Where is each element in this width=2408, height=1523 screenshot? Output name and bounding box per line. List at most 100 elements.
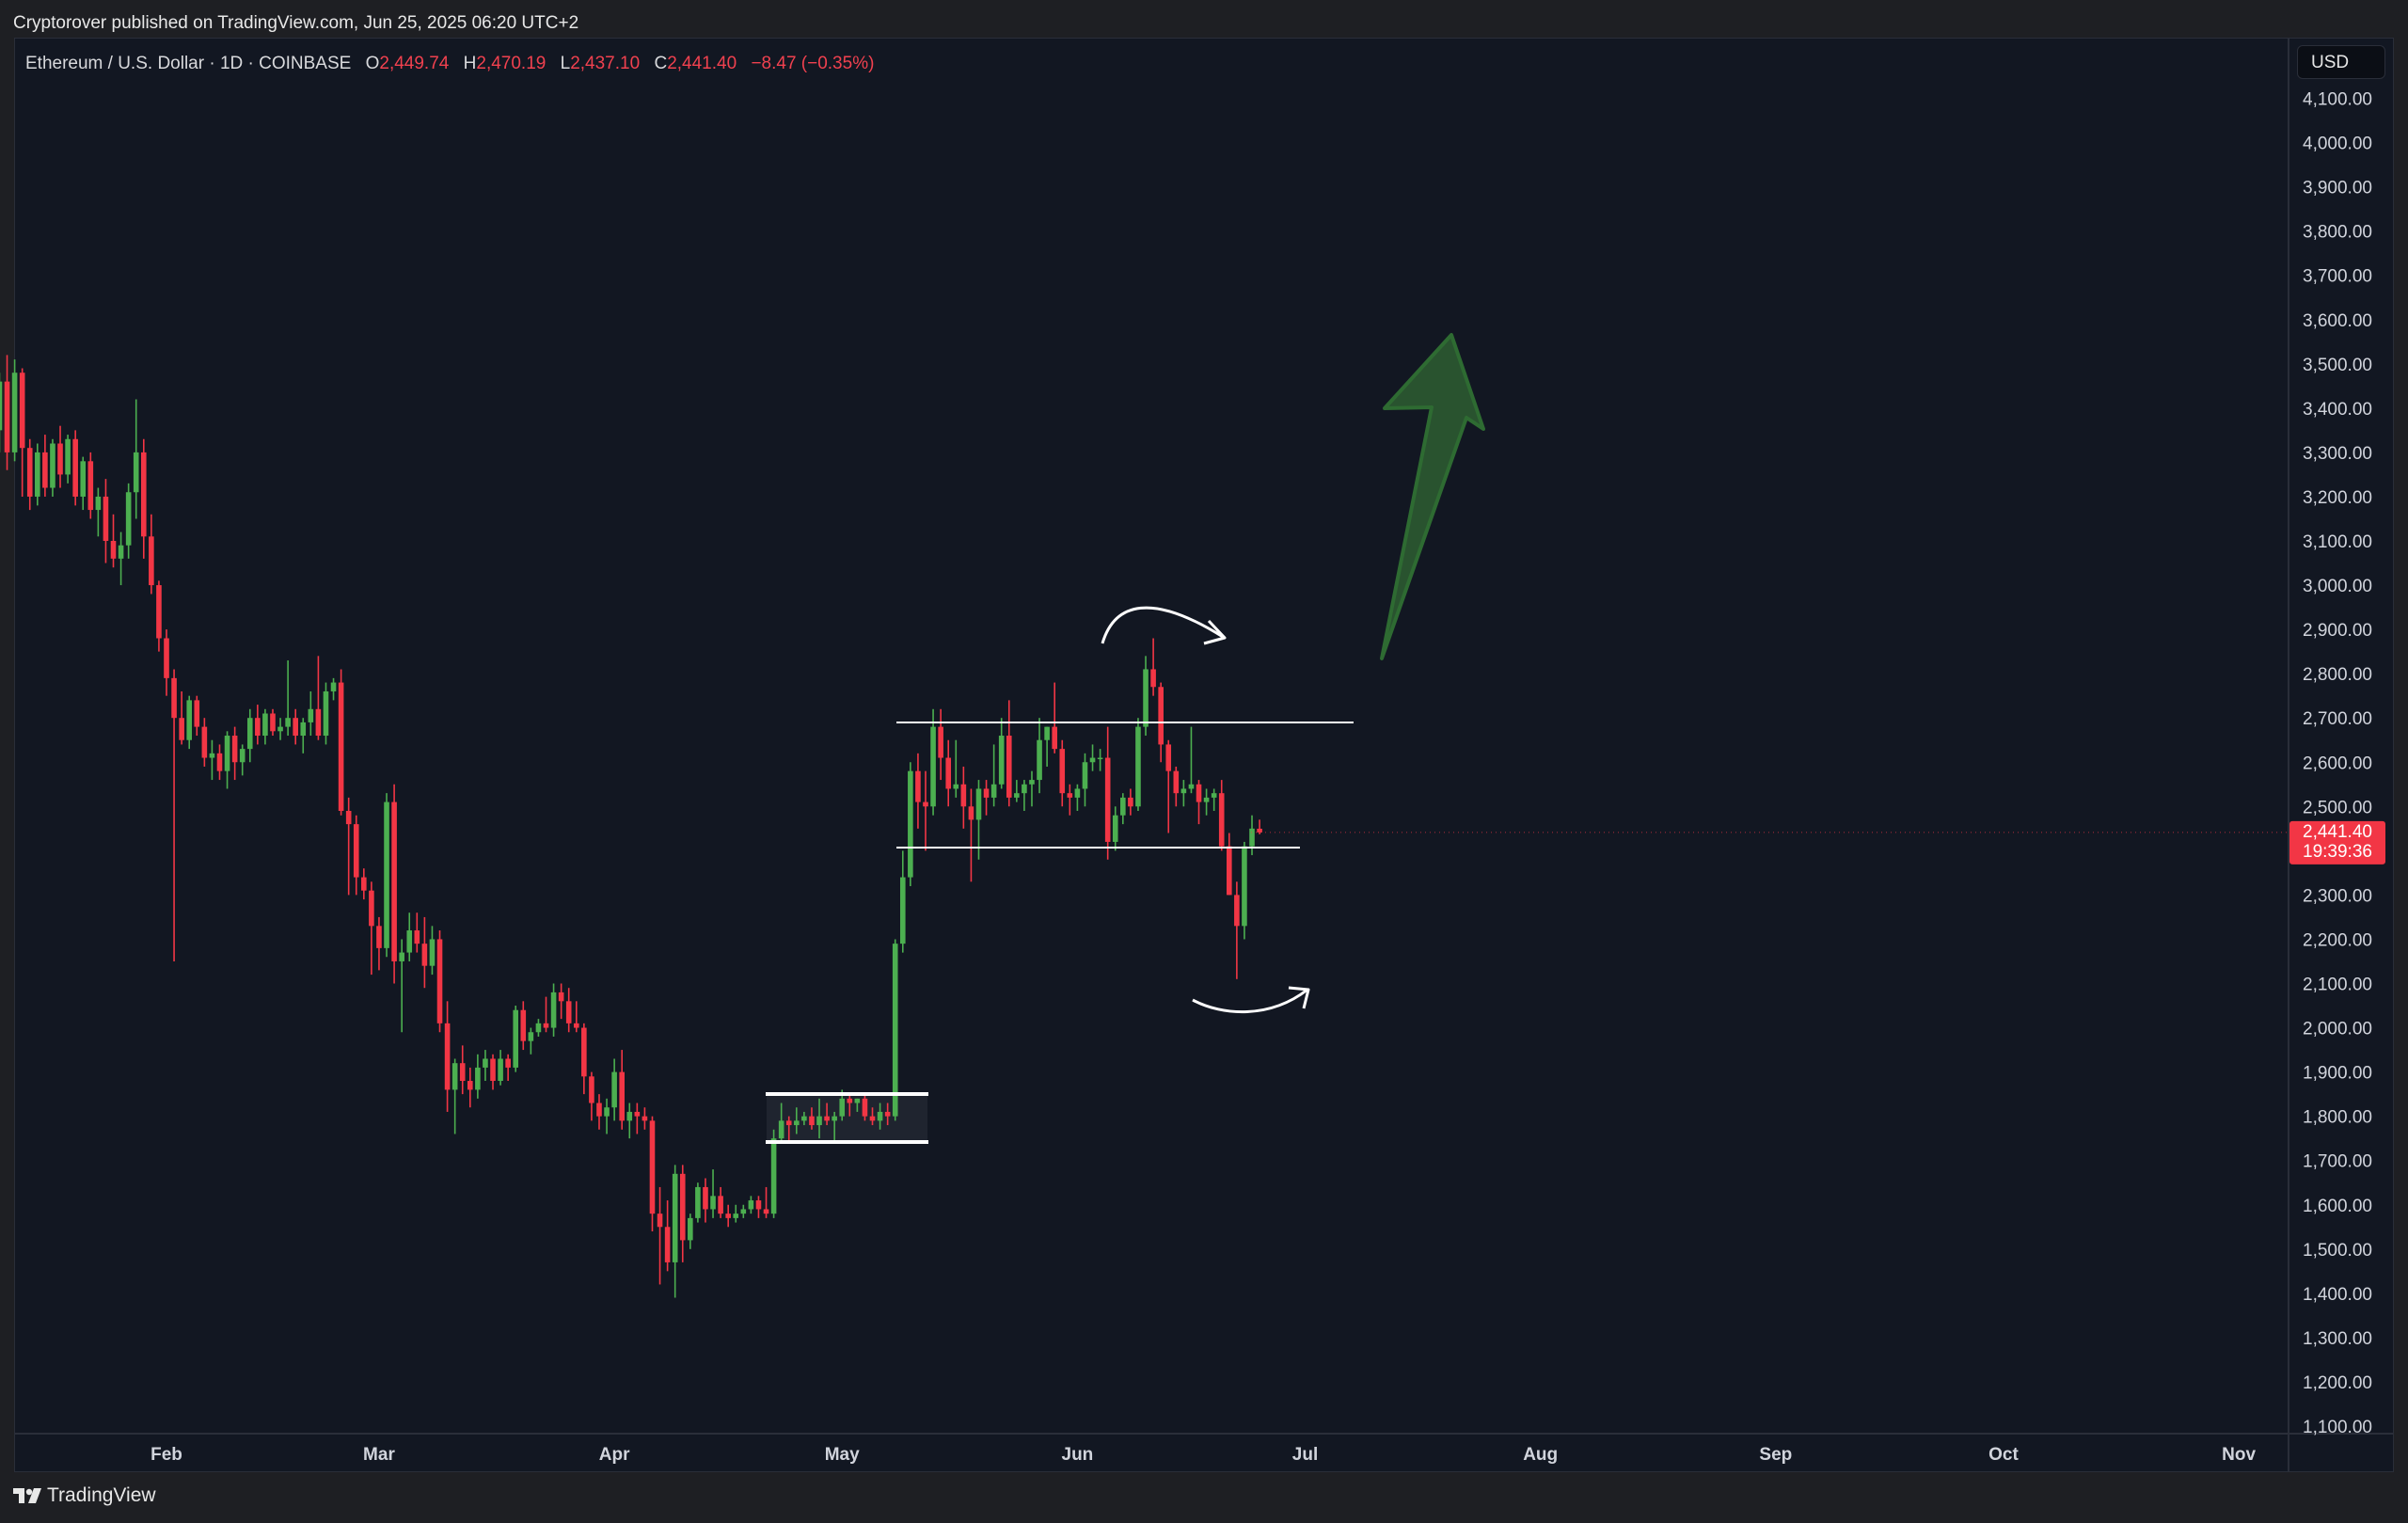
candle-body[interactable] bbox=[688, 1217, 693, 1241]
candle-body[interactable] bbox=[915, 770, 921, 802]
candle-body[interactable] bbox=[1074, 788, 1081, 798]
candle-body[interactable] bbox=[725, 1214, 731, 1218]
candle-body[interactable] bbox=[293, 718, 298, 737]
candle-body[interactable] bbox=[338, 682, 344, 812]
candle-body[interactable] bbox=[604, 1107, 610, 1117]
candle-body[interactable] bbox=[1249, 828, 1255, 847]
candle-body[interactable] bbox=[558, 992, 564, 1002]
candle-body[interactable] bbox=[1044, 726, 1050, 740]
candle-body[interactable] bbox=[429, 939, 436, 966]
candle-body[interactable] bbox=[406, 930, 413, 953]
candle-body[interactable] bbox=[778, 1120, 784, 1139]
candle-body[interactable] bbox=[498, 1058, 503, 1082]
candle-body[interactable] bbox=[216, 753, 223, 771]
candle-body[interactable] bbox=[353, 824, 359, 878]
candle-body[interactable] bbox=[816, 1116, 822, 1126]
candle-body[interactable] bbox=[1037, 739, 1042, 781]
candle-body[interactable] bbox=[171, 677, 177, 719]
candle-body[interactable] bbox=[80, 461, 87, 497]
candle-body[interactable] bbox=[611, 1071, 617, 1108]
candle-body[interactable] bbox=[436, 939, 443, 1023]
candle-body[interactable] bbox=[626, 1111, 633, 1121]
candle-body[interactable] bbox=[65, 438, 71, 475]
candle-body[interactable] bbox=[1211, 793, 1217, 798]
candle-body[interactable] bbox=[983, 788, 990, 798]
candle-body[interactable] bbox=[755, 1200, 762, 1210]
candle-body[interactable] bbox=[125, 492, 132, 546]
candle-body[interactable] bbox=[998, 736, 1005, 785]
candle-body[interactable] bbox=[224, 736, 230, 771]
candle-body[interactable] bbox=[133, 452, 139, 493]
candle-body[interactable] bbox=[642, 1116, 648, 1121]
candle-body[interactable] bbox=[733, 1214, 739, 1218]
candle-body[interactable] bbox=[246, 718, 253, 750]
candle-body[interactable] bbox=[528, 1032, 534, 1041]
candle-body[interactable] bbox=[801, 1116, 807, 1121]
candle-body[interactable] bbox=[1014, 793, 1020, 798]
candle-body[interactable] bbox=[19, 373, 25, 449]
candle-body[interactable] bbox=[565, 1001, 572, 1023]
candle-body[interactable] bbox=[164, 638, 169, 678]
candle-body[interactable] bbox=[255, 718, 261, 737]
candle-body[interactable] bbox=[960, 784, 967, 807]
candle-body[interactable] bbox=[695, 1186, 701, 1218]
candle-body[interactable] bbox=[1120, 797, 1126, 816]
candle-body[interactable] bbox=[345, 811, 352, 825]
candle-body[interactable] bbox=[649, 1120, 656, 1214]
candle-body[interactable] bbox=[300, 722, 307, 737]
candle-body[interactable] bbox=[1104, 757, 1111, 842]
candle-body[interactable] bbox=[399, 952, 404, 961]
candle-body[interactable] bbox=[1052, 726, 1057, 750]
candle-body[interactable] bbox=[57, 443, 63, 475]
candle-body[interactable] bbox=[505, 1058, 511, 1068]
candle-body[interactable] bbox=[330, 682, 337, 691]
candle-body[interactable] bbox=[847, 1098, 853, 1103]
candle-body[interactable] bbox=[923, 801, 928, 807]
candle-body[interactable] bbox=[703, 1186, 708, 1210]
candle-body[interactable] bbox=[490, 1058, 496, 1082]
candle-body[interactable] bbox=[1165, 744, 1172, 771]
candle-body[interactable] bbox=[308, 708, 314, 722]
candle-body[interactable] bbox=[718, 1196, 723, 1214]
candle-body[interactable] bbox=[1097, 757, 1103, 760]
candle-body[interactable] bbox=[619, 1071, 625, 1121]
candle-body[interactable] bbox=[1029, 780, 1035, 785]
candle-body[interactable] bbox=[1196, 784, 1202, 802]
candle-body[interactable] bbox=[748, 1200, 754, 1210]
candle-body[interactable] bbox=[794, 1120, 800, 1126]
candle-body[interactable] bbox=[179, 718, 184, 740]
candle-body[interactable] bbox=[740, 1209, 747, 1214]
candle-body[interactable] bbox=[899, 877, 906, 944]
candle-body[interactable] bbox=[1135, 726, 1141, 807]
candle-body[interactable] bbox=[1203, 797, 1210, 802]
candle-body[interactable] bbox=[770, 1138, 777, 1214]
symbol-label[interactable]: Ethereum / U.S. Dollar · 1D · COINBASE bbox=[25, 54, 352, 73]
candle-body[interactable] bbox=[156, 585, 162, 639]
candle-body[interactable] bbox=[475, 1067, 481, 1090]
candle-body[interactable] bbox=[1150, 669, 1156, 688]
candle-body[interactable] bbox=[323, 690, 329, 737]
candle-body[interactable] bbox=[589, 1076, 594, 1103]
candle-body[interactable] bbox=[110, 541, 117, 559]
candle-body[interactable] bbox=[149, 536, 154, 586]
candle-body[interactable] bbox=[809, 1116, 815, 1126]
chart-panel[interactable] bbox=[14, 38, 2394, 1472]
candle-body[interactable] bbox=[452, 1063, 458, 1090]
candle-body[interactable] bbox=[520, 1009, 527, 1041]
candle-body[interactable] bbox=[634, 1111, 641, 1117]
candle-body[interactable] bbox=[945, 757, 952, 789]
candle-body[interactable] bbox=[1059, 749, 1066, 794]
candle-body[interactable] bbox=[1089, 757, 1096, 763]
candle-body[interactable] bbox=[1112, 815, 1118, 842]
candle-body[interactable] bbox=[270, 713, 276, 732]
candle-body[interactable] bbox=[201, 726, 208, 758]
candle-body[interactable] bbox=[877, 1111, 883, 1121]
candle-body[interactable] bbox=[930, 726, 936, 807]
candle-body[interactable] bbox=[1188, 784, 1195, 789]
candle-body[interactable] bbox=[384, 801, 389, 948]
currency-button[interactable]: USD bbox=[2297, 45, 2385, 79]
candle-body[interactable] bbox=[459, 1063, 466, 1082]
candle-body[interactable] bbox=[186, 700, 193, 740]
candle-body[interactable] bbox=[1218, 793, 1225, 847]
